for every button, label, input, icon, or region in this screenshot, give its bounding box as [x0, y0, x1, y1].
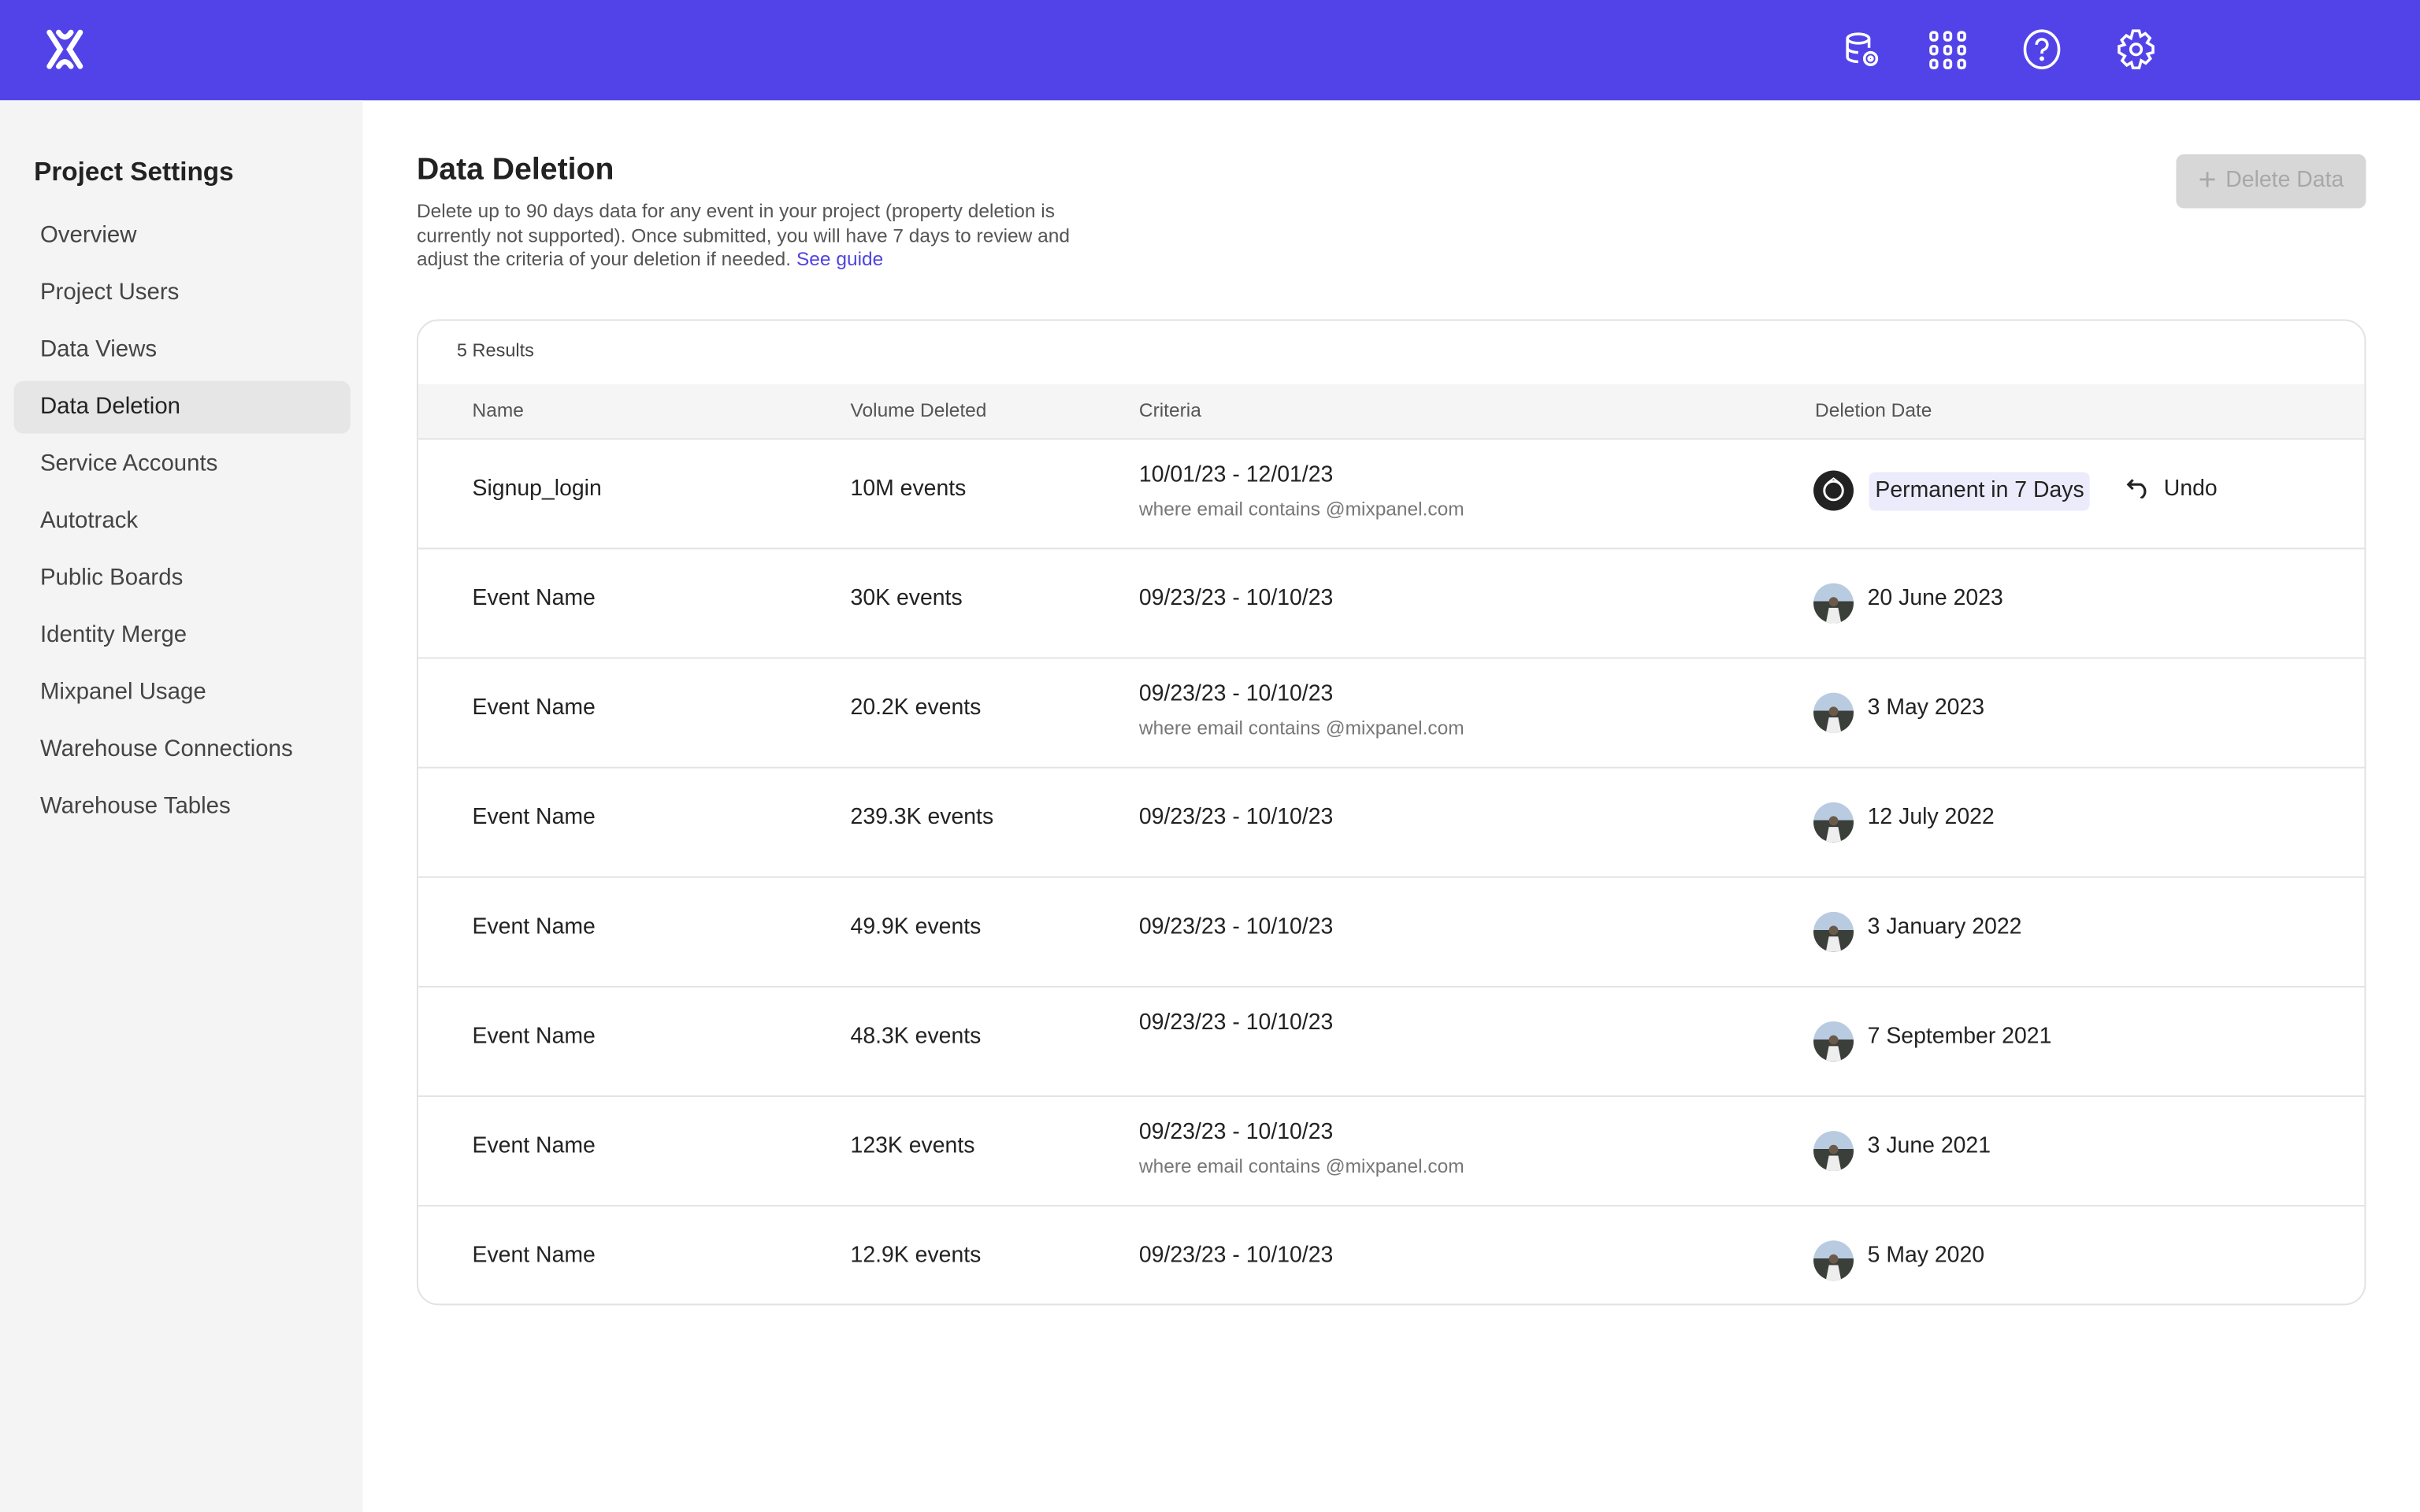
top-bar [0, 0, 2420, 101]
deletions-table: 5 Results Name Volume Deleted Criteria D… [416, 319, 2366, 1306]
row-volume: 30K events [850, 586, 963, 611]
table-header: Name Volume Deleted Criteria Deletion Da… [418, 384, 2365, 439]
row-volume: 12.9K events [850, 1243, 982, 1269]
table-row[interactable]: Event Name 30K events 09/23/23 - 10/10/2… [418, 547, 2365, 659]
sidebar-title: Project Settings [34, 157, 234, 187]
sidebar-item-overview[interactable]: Overview [39, 222, 137, 249]
row-criteria: 10/01/23 - 12/01/23 [1138, 462, 1334, 488]
row-name: Event Name [472, 1134, 596, 1159]
undo-icon [2126, 479, 2147, 500]
avatar [1813, 1131, 1854, 1172]
row-criteria: 09/23/23 - 10/10/23 [1138, 1120, 1334, 1145]
column-criteria[interactable]: Criteria [1138, 399, 1201, 421]
row-deletion-date: 7 September 2021 [1867, 1024, 2052, 1050]
table-row[interactable]: Event Name 20.2K events 09/23/23 - 10/10… [418, 657, 2365, 769]
row-criteria: 09/23/23 - 10/10/23 [1138, 914, 1334, 940]
avatar [1813, 692, 1854, 733]
row-volume: 20.2K events [850, 695, 982, 721]
sidebar-item-identity-merge[interactable]: Identity Merge [39, 621, 187, 648]
row-criteria: 09/23/23 - 10/10/23 [1138, 586, 1334, 611]
avatar [1813, 470, 1854, 511]
row-volume: 239.3K events [850, 805, 994, 831]
page-title: Data Deletion [416, 152, 614, 187]
row-deletion-date: 3 January 2022 [1867, 914, 2022, 940]
sidebar-item-service-accounts[interactable]: Service Accounts [39, 450, 218, 477]
row-name: Event Name [472, 1024, 596, 1050]
gear-icon[interactable] [2114, 28, 2158, 71]
row-name: Event Name [472, 1243, 596, 1269]
mixpanel-logo[interactable] [43, 28, 87, 71]
sidebar-item-warehouse-connections[interactable]: Warehouse Connections [39, 736, 293, 762]
sidebar-item-data-deletion[interactable]: Data Deletion [13, 380, 351, 434]
table-row[interactable]: Signup_login 10M events 10/01/23 - 12/01… [418, 438, 2365, 549]
column-volume[interactable]: Volume Deleted [850, 399, 987, 421]
row-volume: 49.9K events [850, 914, 982, 940]
sidebar-item-public-boards[interactable]: Public Boards [39, 565, 184, 591]
table-row[interactable]: Event Name 12.9K events 09/23/23 - 10/10… [418, 1205, 2365, 1303]
row-name: Event Name [472, 695, 596, 721]
row-deletion-date: 12 July 2022 [1867, 805, 1995, 831]
row-criteria: 09/23/23 - 10/10/23 [1138, 1010, 1334, 1036]
table-row[interactable]: Event Name 123K events 09/23/23 - 10/10/… [418, 1095, 2365, 1206]
status-badge: Permanent in 7 Days [1869, 472, 2091, 511]
see-guide-link[interactable]: See guide [796, 248, 884, 270]
row-volume: 48.3K events [850, 1024, 982, 1050]
row-deletion-date: 5 May 2020 [1867, 1243, 1985, 1269]
undo-label: Undo [2163, 476, 2218, 502]
row-criteria: 09/23/23 - 10/10/23 [1138, 1243, 1334, 1269]
avatar [1813, 1021, 1854, 1062]
row-criteria: 09/23/23 - 10/10/23 [1138, 805, 1334, 831]
row-criteria: 09/23/23 - 10/10/23 [1138, 681, 1334, 707]
row-criteria-filter: where email contains @mixpanel.com [1138, 498, 1464, 521]
database-settings-icon[interactable] [1839, 28, 1883, 71]
sidebar-item-autotrack[interactable]: Autotrack [39, 507, 139, 534]
row-criteria-filter: where email contains @mixpanel.com [1138, 717, 1464, 739]
row-deletion-date: 20 June 2023 [1867, 586, 2003, 611]
undo-button[interactable]: Undo [2126, 476, 2218, 502]
results-count: 5 Results [456, 339, 534, 361]
sidebar-item-project-users[interactable]: Project Users [39, 279, 180, 306]
row-name: Signup_login [472, 476, 602, 502]
row-deletion-date: 3 June 2021 [1867, 1134, 1991, 1159]
avatar [1813, 1240, 1854, 1281]
row-deletion-date: 3 May 2023 [1867, 695, 1985, 721]
avatar [1813, 583, 1854, 624]
apps-grid-icon[interactable] [1926, 28, 1969, 71]
row-criteria-filter: where email contains @mixpanel.com [1138, 1155, 1464, 1177]
description-text: Delete up to 90 days data for any event … [416, 200, 1071, 270]
help-icon[interactable] [2021, 28, 2064, 71]
row-name: Event Name [472, 914, 596, 940]
row-volume: 123K events [850, 1134, 975, 1159]
sidebar-item-data-views[interactable]: Data Views [39, 336, 158, 363]
avatar [1813, 911, 1854, 952]
table-row[interactable]: Event Name 48.3K events 09/23/23 - 10/10… [418, 985, 2365, 1097]
row-name: Event Name [472, 586, 596, 611]
delete-data-label: Delete Data [2225, 168, 2344, 193]
sidebar: Project Settings Overview Project Users Da… [0, 100, 363, 1512]
column-deletion-date[interactable]: Deletion Date [1815, 399, 1932, 421]
table-row[interactable]: Event Name 239.3K events 09/23/23 - 10/1… [418, 766, 2365, 878]
row-name: Event Name [472, 805, 596, 831]
plus-icon: + [2198, 163, 2217, 198]
page-description: Delete up to 90 days data for any event … [417, 201, 1112, 272]
sidebar-item-warehouse-tables[interactable]: Warehouse Tables [39, 793, 231, 820]
delete-data-button[interactable]: + Delete Data [2176, 154, 2366, 209]
sidebar-item-mixpanel-usage[interactable]: Mixpanel Usage [39, 679, 206, 706]
row-volume: 10M events [850, 476, 967, 502]
column-name[interactable]: Name [472, 399, 524, 421]
table-row[interactable]: Event Name 49.9K events 09/23/23 - 10/10… [418, 876, 2365, 988]
avatar [1813, 802, 1854, 843]
